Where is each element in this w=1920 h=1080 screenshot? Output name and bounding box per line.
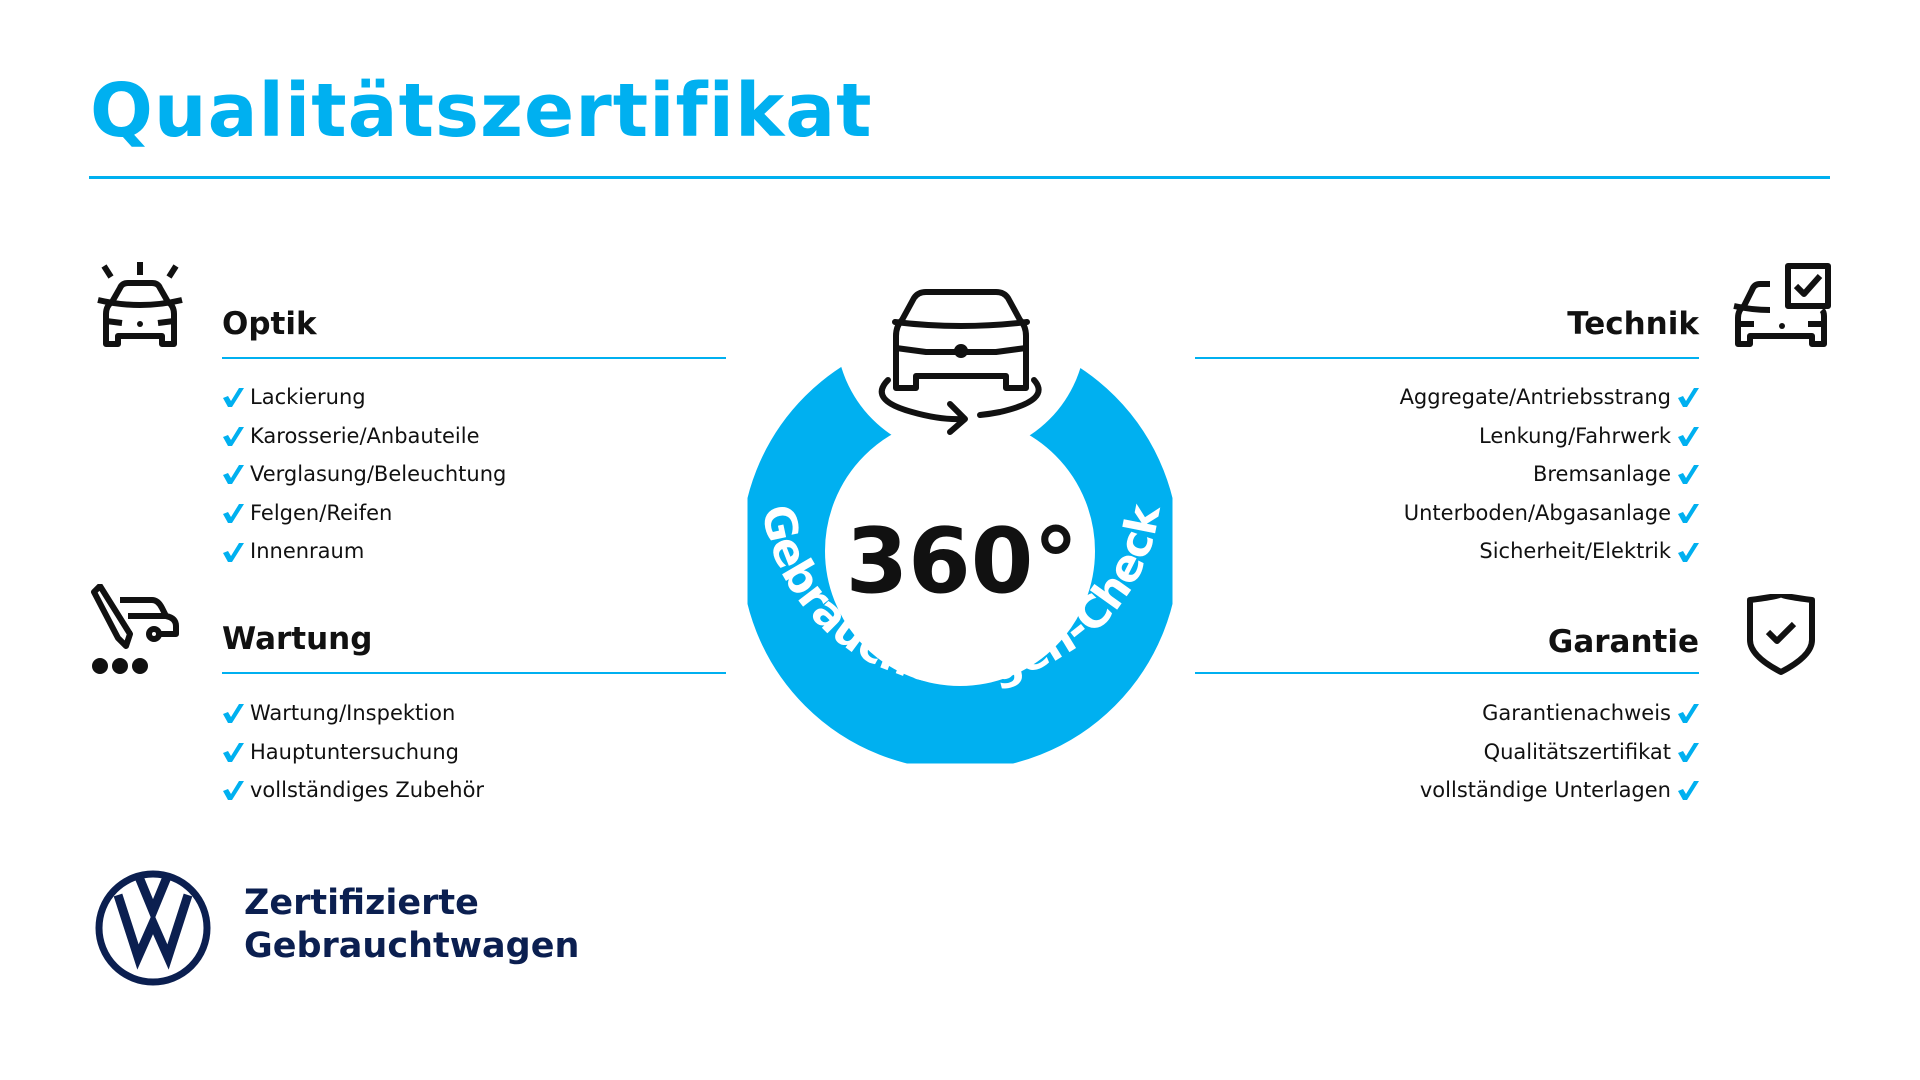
check-icon bbox=[223, 388, 244, 408]
list-item: vollständiges Zubehör bbox=[222, 771, 484, 810]
check-icon bbox=[1678, 426, 1699, 446]
list-item: Bremsanlage bbox=[1400, 455, 1699, 494]
page-title: Qualitätszertifikat bbox=[90, 68, 873, 154]
list-item: vollständige Unterlagen bbox=[1420, 771, 1699, 810]
list-item: Verglasung/Beleuchtung bbox=[222, 455, 506, 494]
section-divider bbox=[222, 672, 726, 674]
check-icon bbox=[223, 781, 244, 801]
list-item: Innenraum bbox=[222, 532, 506, 571]
list-item: Lenkung/Fahrwerk bbox=[1400, 417, 1699, 456]
check-icon bbox=[223, 704, 244, 724]
check-icon bbox=[223, 504, 244, 524]
section-title-optik: Optik bbox=[222, 306, 317, 342]
section-title-technik: Technik bbox=[1567, 306, 1699, 342]
check-icon bbox=[1678, 704, 1699, 724]
check-icon bbox=[1678, 504, 1699, 524]
car-checkbox-icon bbox=[1732, 262, 1832, 362]
degrees-label: 360° bbox=[846, 509, 1079, 614]
car-service-pen-icon bbox=[90, 584, 190, 676]
technik-list: Aggregate/Antriebsstrang Lenkung/Fahrwer… bbox=[1400, 378, 1699, 571]
list-item: Karosserie/Anbauteile bbox=[222, 417, 506, 456]
optik-list: Lackierung Karosserie/Anbauteile Verglas… bbox=[222, 378, 506, 571]
360-check-badge: Gebrauchtwagen-Check 360° bbox=[741, 289, 1179, 770]
section-divider bbox=[222, 357, 726, 359]
list-item: Aggregate/Antriebsstrang bbox=[1400, 378, 1699, 417]
shield-check-icon bbox=[1746, 594, 1816, 676]
garantie-list: Garantienachweis Qualitätszertifikat vol… bbox=[1420, 694, 1699, 810]
check-icon bbox=[1678, 781, 1699, 801]
vw-logo bbox=[94, 869, 212, 991]
list-item: Wartung/Inspektion bbox=[222, 694, 484, 733]
car-rotate-360-icon bbox=[879, 289, 1042, 435]
section-title-wartung: Wartung bbox=[222, 621, 373, 657]
check-icon bbox=[1678, 388, 1699, 408]
list-item: Hauptuntersuchung bbox=[222, 733, 484, 772]
title-divider bbox=[89, 176, 1830, 179]
list-item: Lackierung bbox=[222, 378, 506, 417]
check-icon bbox=[1678, 465, 1699, 485]
check-icon bbox=[223, 465, 244, 485]
section-title-garantie: Garantie bbox=[1547, 624, 1699, 660]
section-divider bbox=[1195, 672, 1699, 674]
brand-name: Zertifizierte Gebrauchtwagen bbox=[244, 883, 580, 966]
wartung-list: Wartung/Inspektion Hauptuntersuchung vol… bbox=[222, 694, 484, 810]
check-icon bbox=[1678, 742, 1699, 762]
list-item: Felgen/Reifen bbox=[222, 494, 506, 533]
check-icon bbox=[223, 426, 244, 446]
section-divider bbox=[1195, 357, 1699, 359]
check-icon bbox=[223, 542, 244, 562]
car-lights-icon bbox=[90, 262, 190, 362]
list-item: Unterboden/Abgasanlage bbox=[1400, 494, 1699, 533]
list-item: Sicherheit/Elektrik bbox=[1400, 532, 1699, 571]
check-icon bbox=[1678, 542, 1699, 562]
list-item: Qualitätszertifikat bbox=[1420, 733, 1699, 772]
list-item: Garantienachweis bbox=[1420, 694, 1699, 733]
check-icon bbox=[223, 742, 244, 762]
